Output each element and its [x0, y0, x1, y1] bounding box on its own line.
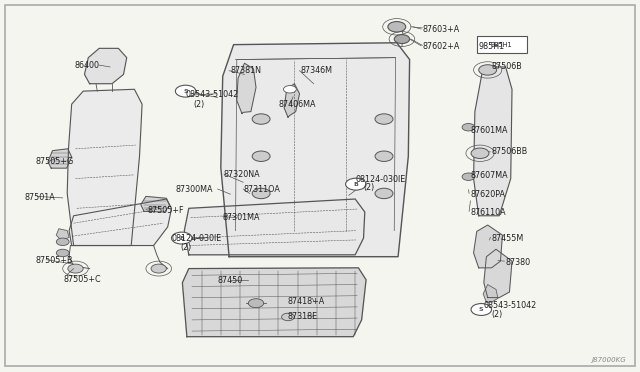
Text: 985H1: 985H1 [491, 42, 513, 48]
Text: 08543-51042: 08543-51042 [186, 90, 239, 99]
Text: 87300MA: 87300MA [176, 185, 214, 194]
Text: B: B [353, 182, 358, 187]
Circle shape [471, 148, 489, 158]
Text: 87506BB: 87506BB [492, 147, 528, 156]
Polygon shape [474, 67, 512, 216]
FancyBboxPatch shape [477, 36, 527, 53]
Circle shape [388, 22, 406, 32]
Text: (2): (2) [180, 243, 192, 252]
Polygon shape [284, 84, 300, 117]
Polygon shape [182, 268, 366, 337]
Text: 87505+G: 87505+G [35, 157, 74, 166]
Text: 87406MA: 87406MA [278, 100, 316, 109]
Polygon shape [48, 149, 72, 168]
Text: 87455M: 87455M [492, 234, 524, 243]
Text: 87320NA: 87320NA [224, 170, 260, 179]
Text: 87311OA: 87311OA [243, 185, 280, 194]
Text: 985H1: 985H1 [479, 42, 505, 51]
Circle shape [56, 249, 69, 257]
Polygon shape [184, 199, 365, 255]
Circle shape [394, 35, 410, 44]
Polygon shape [67, 89, 142, 246]
Text: S: S [183, 89, 188, 94]
Text: J87000KG: J87000KG [591, 357, 626, 363]
Text: 87607MA: 87607MA [470, 171, 508, 180]
Text: S: S [479, 307, 484, 312]
Text: 87318E: 87318E [288, 312, 318, 321]
Text: 87418+A: 87418+A [288, 297, 325, 306]
Circle shape [175, 85, 196, 97]
Text: 87501A: 87501A [24, 193, 55, 202]
Text: (2): (2) [492, 310, 503, 319]
Text: (2): (2) [364, 183, 375, 192]
Circle shape [375, 114, 393, 124]
Text: 87505+B: 87505+B [35, 256, 73, 265]
Circle shape [248, 299, 264, 308]
Circle shape [346, 178, 366, 190]
Text: 87505+C: 87505+C [64, 275, 102, 283]
Polygon shape [69, 199, 172, 246]
Circle shape [284, 86, 296, 93]
Text: 87381N: 87381N [230, 66, 261, 75]
Circle shape [252, 188, 270, 199]
Circle shape [479, 65, 497, 75]
Polygon shape [221, 43, 410, 257]
Polygon shape [474, 225, 502, 268]
Circle shape [462, 124, 475, 131]
Text: 87601MA: 87601MA [470, 126, 508, 135]
Circle shape [282, 313, 294, 321]
Text: 87602+A: 87602+A [422, 42, 460, 51]
Text: 08124-030IE: 08124-030IE [356, 175, 406, 184]
Circle shape [462, 173, 475, 180]
Circle shape [375, 151, 393, 161]
Text: (2): (2) [193, 100, 205, 109]
Text: 87301MA: 87301MA [223, 213, 260, 222]
Text: B: B [179, 235, 184, 241]
Text: 87505+F: 87505+F [147, 206, 184, 215]
Text: 87603+A: 87603+A [422, 25, 460, 34]
Text: 87450: 87450 [218, 276, 243, 285]
Circle shape [172, 232, 192, 244]
Text: 87380: 87380 [506, 258, 531, 267]
Polygon shape [56, 229, 69, 240]
Circle shape [68, 264, 83, 273]
Text: 86400: 86400 [74, 61, 99, 70]
Text: 08124-030IE: 08124-030IE [172, 234, 222, 243]
Polygon shape [84, 48, 127, 84]
Text: 08543-51042: 08543-51042 [483, 301, 536, 310]
Circle shape [471, 304, 492, 315]
Circle shape [375, 188, 393, 199]
Circle shape [151, 264, 166, 273]
Polygon shape [141, 196, 170, 212]
Circle shape [56, 238, 69, 246]
Text: 87346M: 87346M [301, 66, 333, 75]
Polygon shape [237, 63, 256, 113]
Text: 87620PA: 87620PA [470, 190, 506, 199]
Circle shape [252, 151, 270, 161]
Text: 876110A: 876110A [470, 208, 506, 217]
Polygon shape [484, 249, 512, 298]
Text: 87506B: 87506B [492, 62, 522, 71]
Polygon shape [483, 285, 498, 302]
Circle shape [252, 114, 270, 124]
